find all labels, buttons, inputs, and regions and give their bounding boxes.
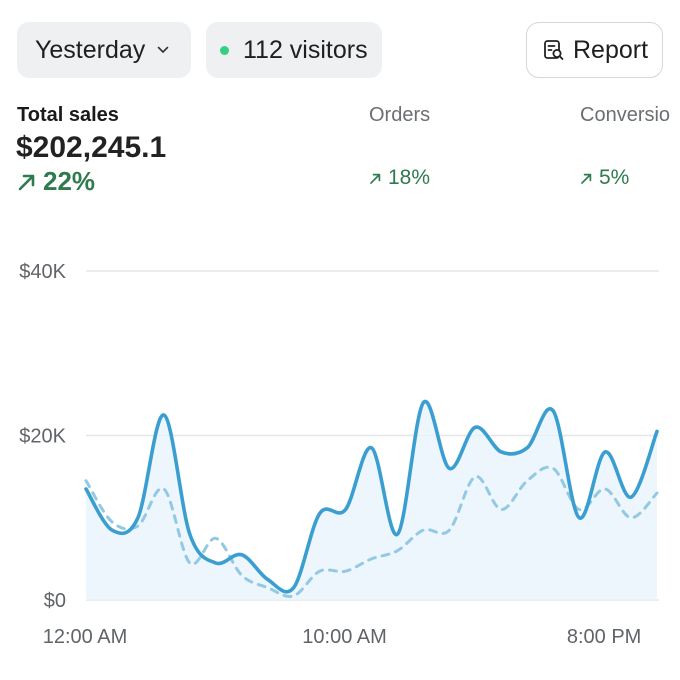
arrow-up-right-icon (581, 173, 592, 184)
x-tick-label: 12:00 AM (43, 626, 128, 648)
report-button[interactable]: Report (526, 22, 663, 78)
sales-line-chart: $0 $20K $40K 12:00 AM 10:00 AM 8:00 PM (19, 261, 659, 648)
period-label: Yesterday (35, 35, 146, 64)
total-sales-delta-value: 22% (43, 166, 96, 196)
metric-tab-orders[interactable]: Orders (369, 104, 431, 126)
period-selector[interactable]: Yesterday (17, 22, 191, 78)
chevron-down-icon (157, 46, 169, 53)
area-fill (86, 401, 657, 600)
conversion-delta: 5% (580, 166, 629, 190)
report-label: Report (573, 35, 649, 64)
y-tick-label: $40K (19, 261, 66, 283)
live-visitors-badge[interactable]: 112 visitors (206, 22, 382, 78)
series-line-previous (84, 465, 659, 598)
total-sales-value: $202,245.1 (16, 131, 167, 164)
report-search-icon (544, 40, 564, 60)
arrow-up-right-icon (18, 174, 35, 190)
x-tick-label: 8:00 PM (567, 626, 641, 648)
conversion-delta-value: 5% (599, 166, 630, 189)
y-tick-label: $20K (19, 426, 66, 448)
x-tick-label: 10:00 AM (302, 626, 387, 648)
series-line-current (84, 399, 659, 594)
live-dot-icon (220, 45, 229, 55)
orders-delta: 18% (369, 166, 430, 190)
total-sales-delta: 22% (17, 166, 95, 197)
orders-delta-value: 18% (388, 166, 431, 189)
metric-tab-conversion[interactable]: Conversio (580, 104, 671, 126)
y-tick-label: $0 (44, 590, 66, 612)
arrow-up-right-icon (370, 173, 381, 184)
metric-tab-total-sales[interactable]: Total sales (17, 104, 119, 126)
visitors-label: 112 visitors (243, 35, 368, 64)
